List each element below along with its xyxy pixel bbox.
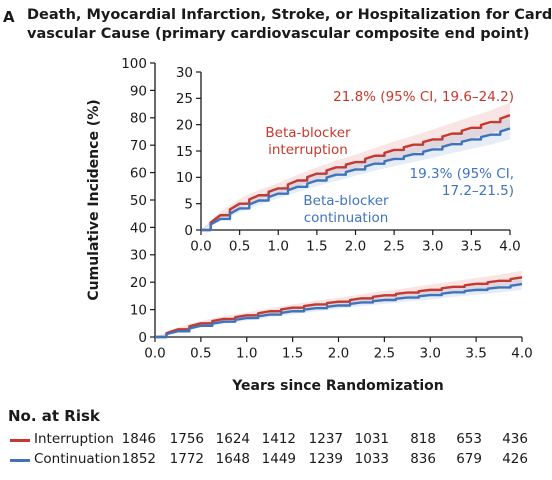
interruption-label-line-2: interruption	[268, 142, 348, 158]
chart-title-line-1: Death, Myocardial Infarction, Stroke, or…	[27, 7, 552, 23]
continuation-swatch	[10, 459, 30, 462]
risk-count-cell: 818	[410, 431, 436, 447]
inset-x-tick-label: 3.5	[461, 239, 482, 255]
main-x-tick-label: 1.0	[236, 346, 257, 362]
main-y-tick-label: 40	[130, 220, 147, 236]
main-y-tick-label: 20	[130, 275, 147, 291]
main-plot: 0.0 0.5 1.0 1.5 2.0 2.5 3.0 3.5 4.00102030405060…	[121, 56, 533, 362]
main-y-tick-label: 60	[130, 165, 147, 181]
main-interruption-line	[155, 276, 523, 339]
kaplan-meier-chart: 0.0 0.5 1.0 1.5 2.0 2.5 3.0 3.5 4.00102030405060…	[86, 56, 533, 394]
x-axis-label: Years since Randomization	[231, 378, 444, 394]
main-y-tick-label: 100	[121, 56, 147, 72]
risk-count-cell: 1846	[121, 431, 156, 447]
risk-count-cell: 426	[502, 451, 528, 467]
main-interruption-ci-band	[155, 270, 522, 337]
interruption-label-line-1: Beta-blocker	[265, 125, 351, 141]
main-x-tick-label: 3.0	[420, 346, 441, 362]
main-y-tick-label: 30	[130, 248, 147, 264]
main-x-tick-label: 0.5	[190, 346, 211, 362]
inset-interruption-line	[201, 114, 511, 232]
risk-count-cell: 836	[410, 451, 436, 467]
risk-row-interruption: Interruption 1846 1756 1624 1412 1237 1031 818 6…	[0, 430, 552, 450]
risk-count-cell: 1624	[215, 431, 250, 447]
y-axis-label: Cumulative Incidence (%)	[86, 99, 102, 300]
inset-x-tick-label: 1.5	[306, 239, 327, 255]
main-x-tick-label: 1.5	[282, 346, 303, 362]
interruption-swatch	[10, 439, 30, 442]
risk-count-cell: 679	[456, 451, 482, 467]
continuation-label-line-1: Beta-blocker	[303, 193, 389, 209]
inset-x-tick-label: 4.0	[499, 239, 520, 255]
inset-y-tick-label: 0	[184, 223, 193, 239]
risk-count-cell: 1031	[354, 431, 389, 447]
risk-count-cell: 1852	[121, 451, 156, 467]
risk-count-cell: 1756	[169, 431, 204, 447]
continuation-estimate-line-2: 17.2–21.5)	[442, 183, 514, 199]
risk-count-cell: 653	[456, 431, 482, 447]
main-y-tick-label: 50	[130, 193, 147, 209]
inset-x-tick-label: 2.5	[383, 239, 404, 255]
main-y-tick-label: 80	[130, 111, 147, 127]
risk-count-cell: 1648	[215, 451, 250, 467]
main-x-tick-label: 3.5	[465, 346, 486, 362]
risk-count-cell: 1237	[308, 431, 343, 447]
risk-row-continuation: Continuation 1852 1772 1648 1449 1239 1033 836 6…	[0, 450, 552, 470]
continuation-label-line-2: continuation	[304, 210, 389, 226]
inset-x-tick-label: 0.0	[190, 239, 211, 255]
inset-x-tick-label: 0.5	[229, 239, 250, 255]
inset-interruption-ci-band	[201, 102, 510, 230]
main-continuation-ci-band	[155, 278, 522, 337]
inset-y-tick-label: 10	[176, 170, 193, 186]
main-x-tick-label: 2.5	[374, 346, 395, 362]
main-continuation-line	[155, 282, 523, 339]
risk-count-cell: 1239	[308, 451, 343, 467]
risk-row-label: Continuation	[34, 451, 121, 467]
main-x-tick-label: 0.0	[144, 346, 165, 362]
panel-letter: A	[3, 8, 15, 26]
risk-count-cell: 436	[502, 431, 528, 447]
inset-x-tick-label: 3.0	[422, 239, 443, 255]
interruption-estimate-annotation: 21.8% (95% CI, 19.6–24.2)	[333, 89, 514, 105]
main-y-tick-label: 70	[130, 138, 147, 154]
risk-count-cell: 1449	[261, 451, 296, 467]
continuation-estimate-line-1: 19.3% (95% CI,	[410, 166, 514, 182]
chart-text-layer: Cumulative Incidence (%) Years since Ran…	[86, 89, 514, 394]
risk-row-label: Interruption	[34, 431, 114, 447]
chart-title-line-2: vascular Cause (primary cardiovascular c…	[27, 26, 530, 42]
risk-count-cell: 1772	[169, 451, 204, 467]
inset-x-tick-label: 2.0	[345, 239, 366, 255]
risk-count-cell: 1033	[354, 451, 389, 467]
inset-y-tick-label: 25	[176, 91, 193, 107]
main-y-tick-label: 10	[130, 302, 147, 318]
inset-continuation-ci-band	[201, 116, 510, 230]
main-y-tick-label: 0	[138, 330, 147, 346]
inset-plot: 0.0 0.5 1.0 1.5 2.0 2.5 3.0 3.5 4.0 0 5 10 15 20 25 30	[176, 65, 521, 255]
inset-x-tick-label: 1.0	[268, 239, 289, 255]
risk-table-title: No. at Risk	[8, 407, 100, 425]
inset-continuation-line	[201, 127, 511, 232]
inset-y-tick-label: 20	[176, 118, 193, 134]
risk-count-cell: 1412	[261, 431, 296, 447]
inset-y-tick-label: 30	[176, 65, 193, 81]
main-x-tick-label: 2.0	[328, 346, 349, 362]
inset-y-tick-label: 15	[176, 144, 193, 160]
main-y-tick-label: 90	[130, 83, 147, 99]
inset-y-tick-label: 5	[184, 197, 193, 213]
main-x-tick-label: 4.0	[511, 346, 532, 362]
